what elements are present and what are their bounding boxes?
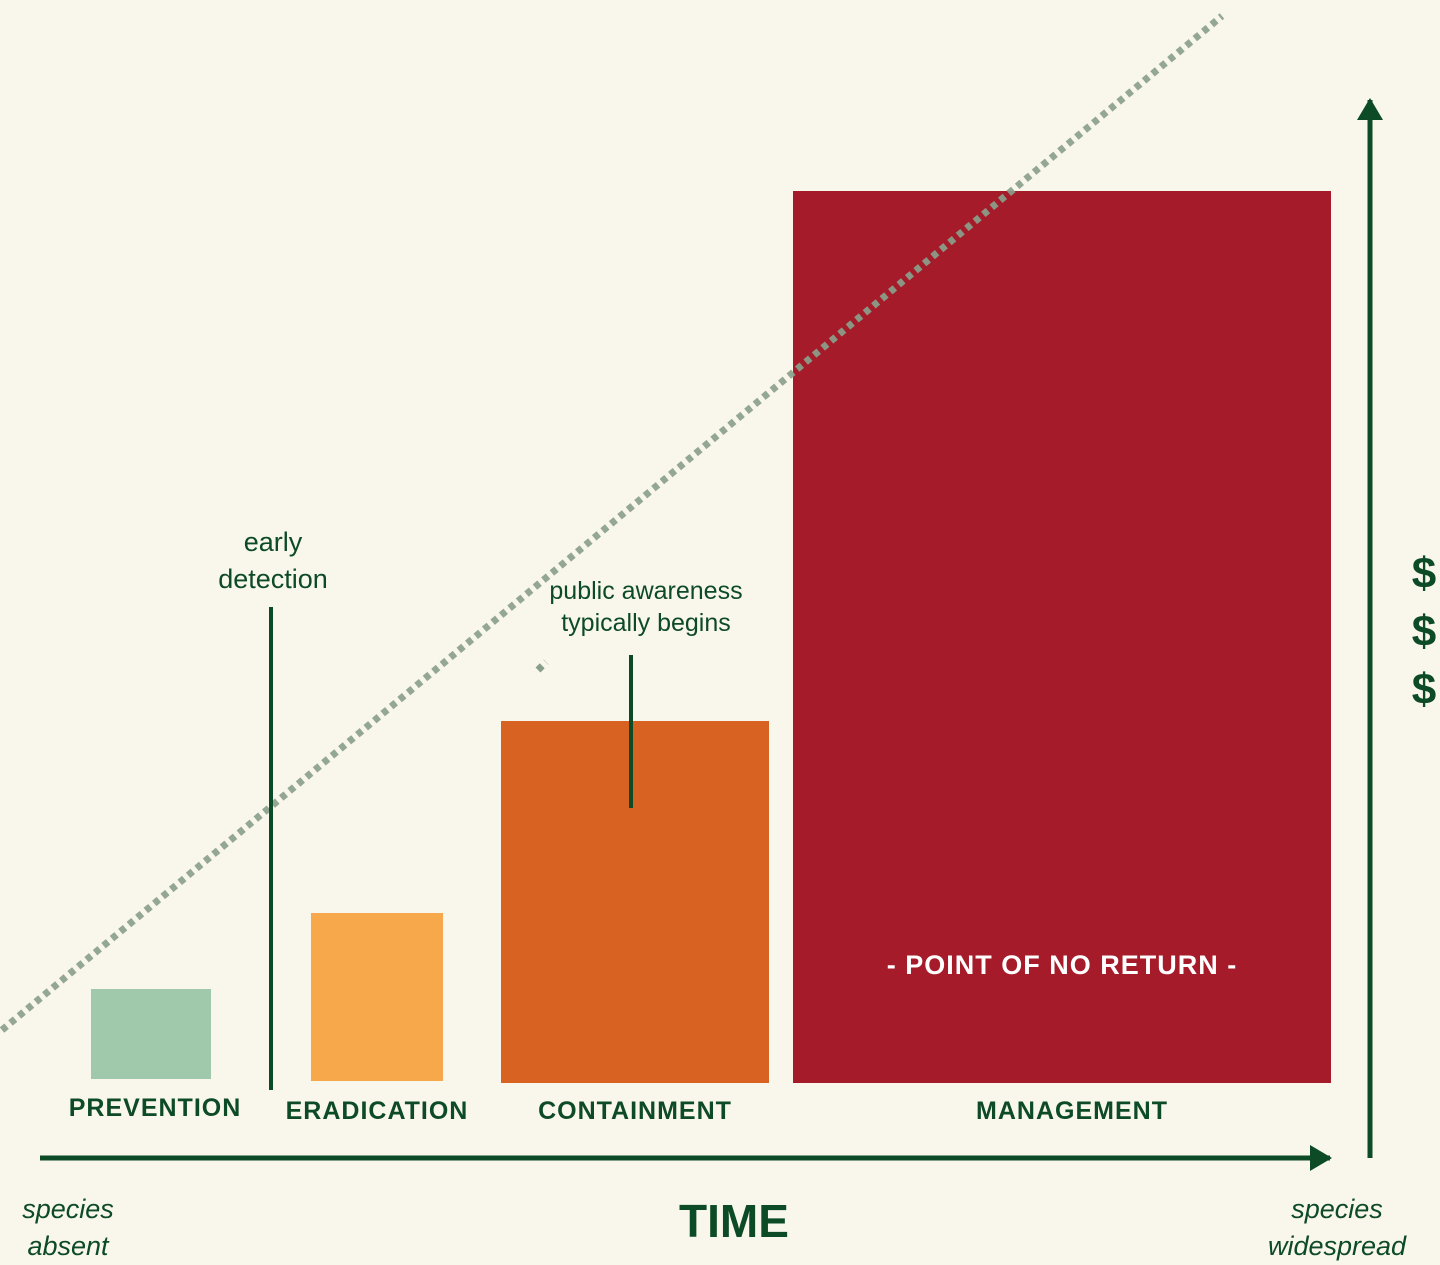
public-awareness-label: public awareness typically begins <box>549 577 743 637</box>
stage-label-prevention: PREVENTION <box>68 1094 242 1122</box>
eradication-box <box>311 913 443 1081</box>
stage-label-management: MANAGEMENT <box>976 1097 1168 1125</box>
prevention-box <box>91 989 211 1079</box>
cost-symbols: $ $ $ <box>1408 545 1440 719</box>
containment-box <box>501 721 769 1083</box>
management-box <box>793 191 1331 1083</box>
trend-line-stub <box>535 659 549 673</box>
stage-label-containment: CONTAINMENT <box>538 1097 732 1125</box>
early-detection-label: early detection <box>218 527 328 594</box>
species-widespread-label: species widespread <box>1267 1194 1407 1261</box>
dollar-sign: $ <box>1411 549 1437 598</box>
species-absent-label: species absent <box>22 1194 114 1261</box>
invasion-trend-line <box>0 13 1225 1033</box>
point-of-no-return-label: - POINT OF NO RETURN - <box>886 950 1238 980</box>
dollar-sign: $ <box>1411 665 1437 714</box>
time-axis-title: TIME <box>679 1195 789 1247</box>
stage-label-eradication: ERADICATION <box>285 1097 469 1125</box>
dollar-sign: $ <box>1411 607 1437 656</box>
